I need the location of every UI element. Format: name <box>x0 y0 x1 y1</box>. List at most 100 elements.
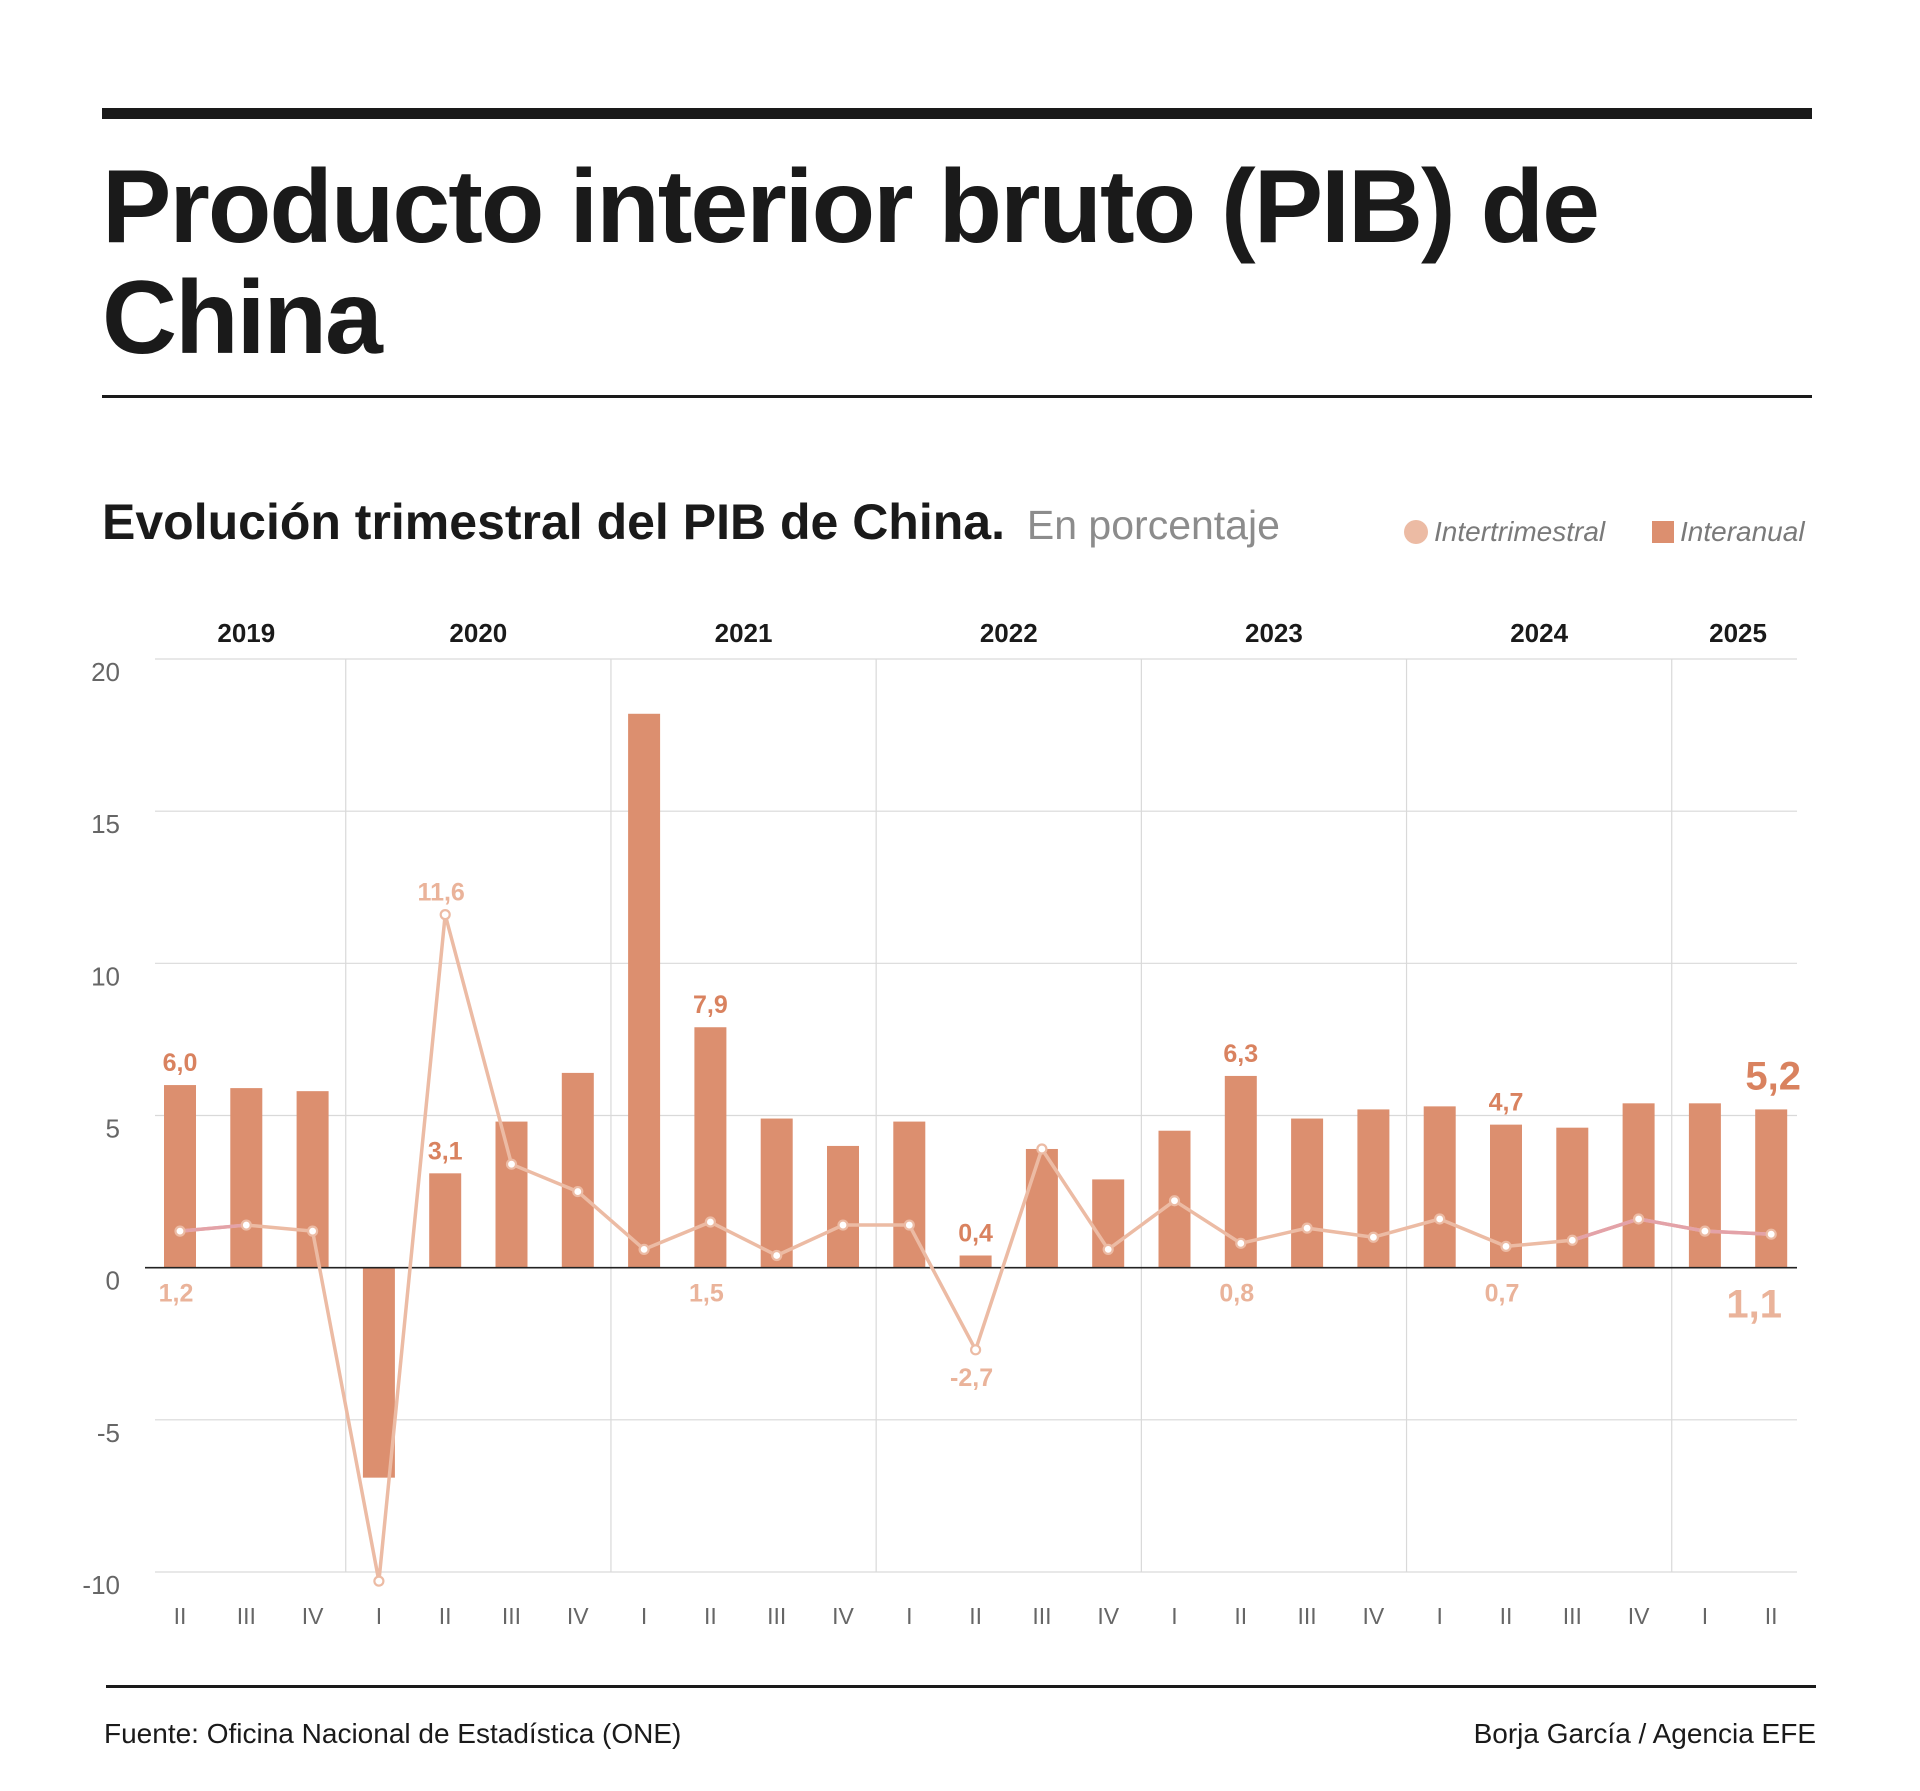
quarter-tick-label: IV <box>832 1603 854 1629</box>
y-tick-label: 0 <box>106 1266 120 1296</box>
quarter-tick-label: I <box>641 1603 647 1629</box>
bar-value-label: 6,3 <box>1223 1040 1258 1068</box>
point-intertrimestral <box>373 1575 385 1587</box>
bar-interanual <box>429 1173 462 1268</box>
top-rule <box>102 108 1812 119</box>
bar-interanual <box>694 1027 727 1268</box>
quarter-tick-label: IV <box>1628 1603 1650 1629</box>
legend-item-interanual: Interanual <box>1652 514 1805 550</box>
y-tick-label: 20 <box>91 657 120 687</box>
bar-interanual <box>296 1091 329 1268</box>
quarter-tick-label: II <box>174 1603 187 1629</box>
line-value-label: 0,7 <box>1485 1280 1520 1308</box>
bar-interanual <box>362 1267 395 1478</box>
title-rule <box>102 395 1812 398</box>
point-intertrimestral <box>307 1225 319 1237</box>
bar-interanual <box>1688 1103 1721 1268</box>
point-intertrimestral <box>1500 1240 1512 1252</box>
point-intertrimestral <box>1036 1143 1048 1155</box>
point-intertrimestral <box>1632 1213 1645 1225</box>
point-intertrimestral <box>638 1243 650 1256</box>
point-intertrimestral <box>903 1219 915 1231</box>
bar-interanual <box>495 1121 528 1268</box>
bar-interanual <box>1025 1148 1058 1268</box>
bar-value-label: 7,9 <box>693 991 728 1019</box>
quarter-tick-label: III <box>767 1603 786 1629</box>
chart-subtitle-text: Evolución trimestral del PIB de China. <box>102 494 1005 550</box>
quarter-tick-label: II <box>969 1603 982 1629</box>
bar-interanual <box>1622 1103 1655 1268</box>
point-intertrimestral <box>704 1216 717 1228</box>
bar-value-label: 6,0 <box>163 1049 198 1077</box>
y-tick-label: -5 <box>97 1418 120 1448</box>
bar-value-label: 5,2 <box>1745 1054 1801 1098</box>
point-intertrimestral <box>1235 1237 1247 1249</box>
chart-subtitle-unit: En porcentaje <box>1026 502 1280 548</box>
bar-interanual <box>1556 1127 1589 1268</box>
bar-interanual <box>1755 1109 1788 1268</box>
bottom-rule <box>106 1685 1816 1688</box>
line-value-label: -2,7 <box>950 1364 993 1392</box>
year-label: 2024 <box>1510 618 1568 648</box>
quarter-tick-label: III <box>502 1603 521 1629</box>
legend-label-intertrimestral: Intertrimestral <box>1434 516 1606 547</box>
chart-subtitle: Evolución trimestral del PIB de China. E… <box>102 492 1280 555</box>
point-intertrimestral <box>572 1185 584 1198</box>
bar-interanual <box>230 1088 263 1268</box>
point-intertrimestral <box>1434 1213 1446 1225</box>
quarter-tick-label: I <box>1171 1603 1177 1629</box>
point-intertrimestral <box>969 1344 982 1356</box>
bar-value-label: 0,4 <box>958 1219 993 1247</box>
footer-credit: Borja García / Agencia EFE <box>1473 1718 1816 1749</box>
quarter-tick-label: I <box>1702 1603 1708 1629</box>
bar-interanual <box>827 1145 859 1268</box>
square-marker-icon <box>1652 521 1674 543</box>
year-label: 2020 <box>449 618 507 648</box>
quarter-tick-label: IV <box>1363 1603 1385 1629</box>
page-title: Producto interior bruto (PIB) de China <box>102 149 1600 376</box>
point-intertrimestral <box>1168 1195 1181 1207</box>
quarter-tick-label: IV <box>1097 1603 1119 1629</box>
y-tick-label: -10 <box>82 1570 120 1600</box>
quarter-tick-label: II <box>1765 1603 1778 1629</box>
point-intertrimestral <box>771 1249 783 1262</box>
line-value-label: 1,2 <box>159 1280 194 1308</box>
bar-interanual <box>959 1255 992 1268</box>
year-label: 2025 <box>1709 618 1767 648</box>
year-label: 2022 <box>980 618 1038 648</box>
year-label: 2019 <box>217 618 275 648</box>
bar-interanual <box>1357 1109 1390 1268</box>
line-intertrimestral-highlight <box>179 1223 247 1233</box>
bar-interanual <box>1291 1118 1324 1268</box>
bar-value-label: 4,7 <box>1489 1089 1524 1117</box>
line-value-label: 11,6 <box>418 879 465 907</box>
line-value-label: 1,5 <box>689 1280 724 1308</box>
bar-interanual <box>1423 1106 1456 1268</box>
line-intertrimestral-highlight <box>1571 1217 1772 1242</box>
legend-label-interanual: Interanual <box>1680 516 1805 547</box>
quarter-tick-label: II <box>439 1603 452 1629</box>
point-intertrimestral <box>174 1225 186 1237</box>
quarter-tick-label: II <box>1234 1603 1247 1629</box>
point-intertrimestral <box>837 1219 849 1231</box>
quarter-tick-label: III <box>1032 1603 1051 1629</box>
point-intertrimestral <box>1699 1225 1711 1237</box>
y-tick-label: 15 <box>91 809 120 839</box>
quarter-tick-label: IV <box>567 1603 589 1629</box>
legend-item-intertrimestral: Intertrimestral <box>1404 514 1605 550</box>
quarter-tick-label: I <box>1437 1603 1443 1629</box>
point-intertrimestral <box>1566 1234 1578 1246</box>
y-tick-label: 5 <box>106 1114 120 1144</box>
line-value-label: 0,8 <box>1219 1280 1254 1308</box>
point-intertrimestral <box>1367 1231 1380 1243</box>
quarter-tick-label: I <box>376 1603 382 1629</box>
point-intertrimestral <box>240 1219 252 1231</box>
line-value-label: 1,1 <box>1726 1283 1782 1327</box>
quarter-tick-label: III <box>237 1603 256 1629</box>
bar-interanual <box>760 1118 793 1268</box>
quarter-tick-label: II <box>704 1603 717 1629</box>
gdp-chart: 20 15 10 5 0 -5 -10 2019 2020 2021 2022 2023 2024 202… <box>82 618 1801 1629</box>
point-intertrimestral <box>1301 1222 1313 1234</box>
bar-interanual <box>561 1072 594 1268</box>
year-label: 2023 <box>1245 618 1303 648</box>
